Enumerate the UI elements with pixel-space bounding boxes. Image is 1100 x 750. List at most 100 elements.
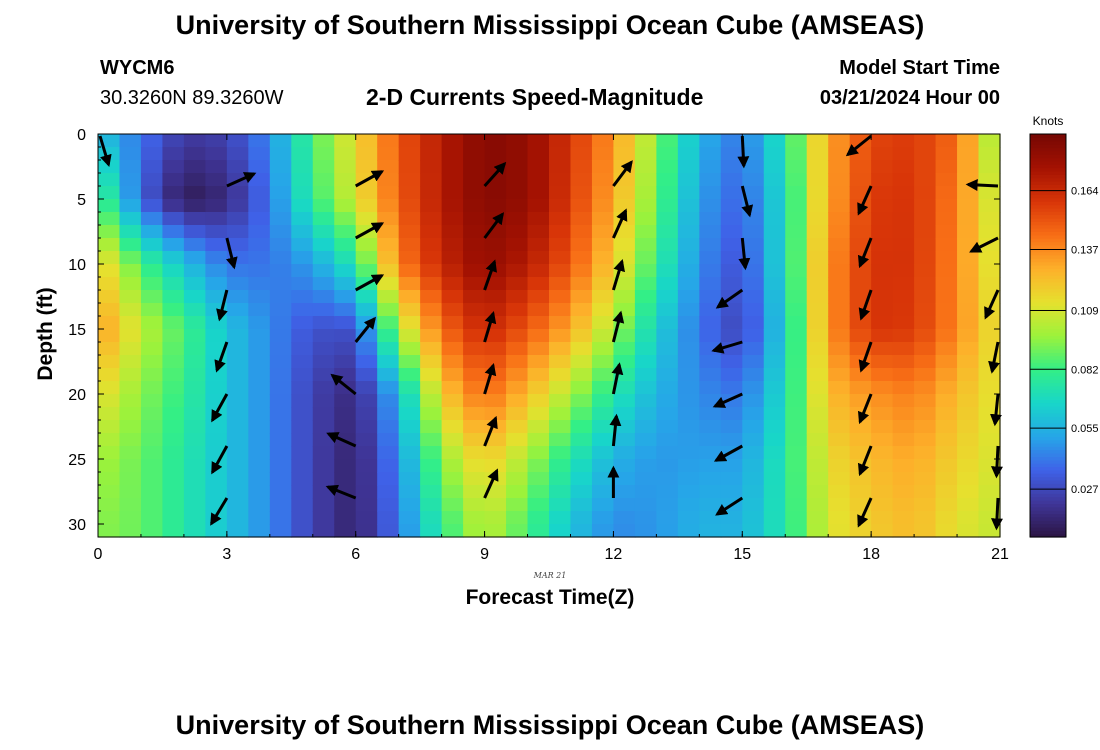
- heatmap-cell: [785, 407, 808, 421]
- heatmap-cell: [677, 524, 700, 538]
- heatmap-cell: [613, 251, 636, 265]
- heatmap-cell: [699, 329, 722, 343]
- heatmap-cell: [506, 420, 529, 434]
- heatmap-cell: [785, 329, 808, 343]
- heatmap-cell: [892, 329, 915, 343]
- heatmap-cell: [699, 147, 722, 161]
- heatmap-cell: [828, 147, 851, 161]
- heatmap-cell: [226, 511, 249, 525]
- current-vector-arrow: [857, 393, 873, 425]
- heatmap-cell: [420, 173, 443, 187]
- current-vector-arrow: [857, 497, 873, 528]
- heatmap-cell: [140, 316, 164, 330]
- heatmap-cell: [441, 199, 464, 213]
- heatmap-cell: [806, 342, 829, 356]
- heatmap-cell: [420, 459, 443, 473]
- heatmap-cell: [634, 524, 657, 538]
- heatmap-cell: [935, 485, 958, 499]
- heatmap-cell: [377, 498, 400, 512]
- heatmap-cell: [957, 290, 980, 304]
- heatmap-cell: [441, 277, 464, 291]
- heatmap-cell: [742, 355, 765, 369]
- heatmap-cell: [656, 472, 679, 486]
- heatmap-cell: [591, 264, 615, 278]
- heatmap-cell: [162, 446, 185, 460]
- colorbar-tick-label: 0.137: [1071, 244, 1099, 256]
- heatmap-cell: [742, 498, 765, 512]
- heatmap-cell: [226, 199, 249, 213]
- heatmap-cell: [484, 199, 507, 213]
- heatmap-cell: [398, 160, 421, 174]
- heatmap-cell: [763, 316, 786, 330]
- heatmap-cell: [806, 134, 829, 148]
- heatmap-cell: [140, 420, 164, 434]
- heatmap-cell: [634, 368, 657, 382]
- heatmap-cell: [248, 524, 271, 538]
- heatmap-cell: [162, 212, 185, 226]
- heatmap-cell: [183, 316, 206, 330]
- heatmap-cell: [871, 355, 894, 369]
- colorbar-segment: [1030, 285, 1066, 290]
- heatmap-cell: [463, 316, 486, 330]
- heatmap-cell: [226, 381, 249, 395]
- heatmap-cell: [463, 368, 486, 382]
- heatmap-cell: [463, 329, 486, 343]
- heatmap-cell: [183, 290, 206, 304]
- heatmap-cell: [549, 459, 572, 473]
- colorbar-segment: [1030, 197, 1066, 202]
- heatmap-cell: [527, 199, 550, 213]
- current-vector-arrow: [611, 310, 625, 343]
- colorbar-segment: [1030, 258, 1066, 263]
- heatmap-cell: [355, 368, 378, 382]
- heatmap-cell: [420, 511, 443, 525]
- current-vector-arrow: [483, 311, 497, 343]
- heatmap-cell: [355, 199, 378, 213]
- heatmap-cell: [506, 394, 529, 408]
- heatmap-cell: [269, 160, 292, 174]
- heatmap-cell: [957, 446, 980, 460]
- heatmap-cell: [634, 472, 657, 486]
- heatmap-cell: [183, 238, 206, 252]
- heatmap-cell: [98, 459, 121, 473]
- heatmap-cell: [398, 420, 421, 434]
- heatmap-cell: [119, 355, 142, 369]
- heatmap-cell: [248, 147, 271, 161]
- heatmap-cell: [377, 212, 400, 226]
- heatmap-cell: [785, 316, 808, 330]
- heatmap-cell: [763, 524, 786, 538]
- heatmap-cell: [957, 199, 980, 213]
- heatmap-cell: [119, 238, 142, 252]
- heatmap-cell: [119, 316, 142, 330]
- current-vector-arrow: [354, 222, 385, 240]
- heatmap-cell: [957, 277, 980, 291]
- heatmap-cell: [914, 329, 937, 343]
- heatmap-cell: [634, 420, 657, 434]
- heatmap-cell: [291, 472, 314, 486]
- heatmap-cell: [205, 134, 228, 148]
- heatmap-cell: [806, 498, 829, 512]
- heatmap-cell: [226, 459, 249, 473]
- heatmap-cell: [570, 147, 593, 161]
- colorbar-segment: [1030, 322, 1066, 327]
- heatmap-cell: [763, 303, 786, 317]
- heatmap-cell: [892, 368, 915, 382]
- colorbar-segment: [1030, 160, 1066, 165]
- heatmap-cell: [978, 186, 1001, 200]
- heatmap-cell: [828, 160, 851, 174]
- heatmap-cell: [355, 329, 378, 343]
- heatmap-cell: [226, 394, 249, 408]
- colorbar-segment: [1030, 500, 1066, 505]
- x-tick-label: 3: [222, 546, 231, 563]
- heatmap-cell: [720, 134, 743, 148]
- heatmap-cell: [677, 303, 700, 317]
- heatmap-cell: [527, 329, 550, 343]
- heatmap-cell: [463, 459, 486, 473]
- heatmap-cell: [935, 329, 958, 343]
- heatmap-cell: [613, 394, 636, 408]
- heatmap-cell: [720, 355, 743, 369]
- heatmap-cell: [226, 277, 249, 291]
- heatmap-cell: [785, 381, 808, 395]
- heatmap-cell: [441, 329, 464, 343]
- heatmap-cell: [720, 147, 743, 161]
- heatmap-cell: [892, 251, 915, 265]
